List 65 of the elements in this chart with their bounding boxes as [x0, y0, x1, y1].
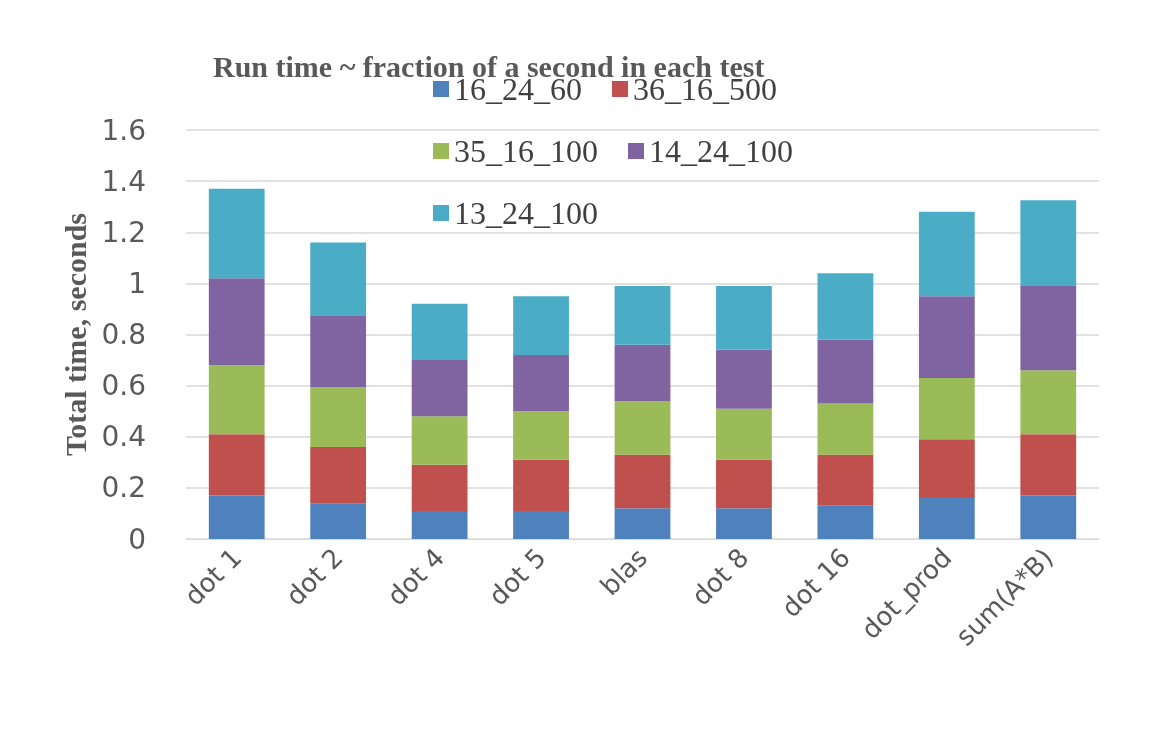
bar	[1020, 200, 1077, 286]
bar	[716, 349, 772, 409]
bar	[208, 278, 265, 366]
y-tick-label: 0.4	[101, 420, 146, 454]
bar	[513, 510, 569, 539]
bar	[614, 454, 671, 509]
bar	[1020, 285, 1077, 371]
x-tick-label: dot 1	[178, 542, 248, 612]
bar	[513, 459, 569, 511]
bar	[513, 354, 569, 412]
bar	[208, 434, 265, 496]
bar	[918, 439, 975, 499]
bar	[411, 303, 468, 361]
y-axis-title: Total time, seconds	[59, 212, 93, 457]
bar	[918, 211, 975, 297]
bar	[310, 503, 367, 539]
x-tick-label: blas	[594, 542, 654, 602]
bar	[411, 360, 468, 417]
bar	[310, 242, 367, 316]
bar	[1020, 434, 1077, 496]
bar	[208, 188, 265, 279]
y-tick-label: 0.8	[101, 318, 146, 351]
bar	[716, 408, 772, 460]
x-tick-label: dot 16	[775, 542, 856, 623]
y-tick-label: 1	[128, 266, 146, 300]
y-tick-label: 1.2	[101, 215, 146, 249]
legend-label: 35_16_100	[454, 133, 598, 169]
x-tick-label: dot 2	[279, 542, 349, 612]
x-tick-label: dot 5	[482, 542, 552, 612]
bar	[614, 508, 671, 539]
y-tick-label: 1.4	[101, 164, 146, 198]
y-tick-label: 0	[128, 522, 146, 556]
bar	[208, 365, 265, 435]
bar	[817, 339, 874, 404]
bar	[918, 498, 975, 539]
bar	[411, 510, 468, 539]
bar	[716, 459, 772, 509]
bar	[513, 411, 569, 460]
x-tick-label: dot 4	[381, 542, 451, 612]
bar	[1020, 495, 1077, 539]
bar	[1020, 370, 1077, 435]
bar	[614, 400, 671, 455]
legend-label: 14_24_100	[649, 133, 793, 169]
bar	[513, 296, 569, 355]
bar	[614, 344, 671, 401]
bar	[716, 285, 772, 350]
bar	[411, 464, 468, 511]
bar	[310, 315, 367, 387]
bar	[411, 416, 468, 465]
y-tick-label: 1.6	[101, 113, 146, 147]
bar	[310, 446, 367, 504]
bar	[208, 495, 265, 539]
bar	[716, 508, 772, 539]
y-tick-label: 0.6	[101, 369, 146, 403]
bar	[918, 296, 975, 378]
y-tick-label: 0.2	[101, 471, 146, 505]
bar	[310, 386, 367, 447]
bar	[614, 285, 671, 345]
bar	[918, 377, 975, 440]
x-tick-label: dot 8	[685, 542, 755, 612]
bar	[817, 273, 874, 340]
bar	[817, 403, 874, 455]
legend-label: 13_24_100	[454, 195, 598, 231]
bar	[817, 454, 874, 506]
bar	[817, 505, 874, 539]
